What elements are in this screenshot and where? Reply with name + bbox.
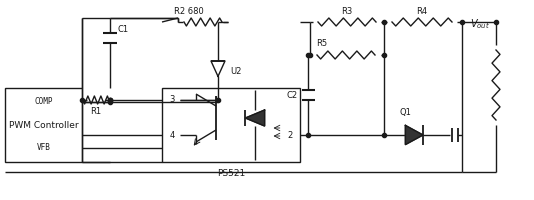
Text: R3: R3 [341,6,352,16]
Polygon shape [246,110,265,126]
Text: 3: 3 [169,96,175,104]
Text: 4: 4 [169,130,175,140]
Text: PWM Controller: PWM Controller [9,120,78,130]
Text: $V_{out}$: $V_{out}$ [470,17,490,31]
Text: C1: C1 [118,25,129,34]
Text: 2: 2 [287,130,293,140]
Text: R4: R4 [417,6,428,16]
Bar [162,88,300,162]
Polygon shape [405,125,423,145]
Text: R1: R1 [90,106,101,116]
Text: U2: U2 [230,68,241,76]
Text: COMP: COMP [34,98,53,106]
Bar [5,88,82,162]
Text: VFB: VFB [36,144,50,152]
Text: PS521: PS521 [217,170,245,178]
Text: C2: C2 [287,90,298,99]
Text: R2 680: R2 680 [174,7,204,17]
Text: R5: R5 [316,40,327,48]
Text: Q1: Q1 [399,108,411,117]
